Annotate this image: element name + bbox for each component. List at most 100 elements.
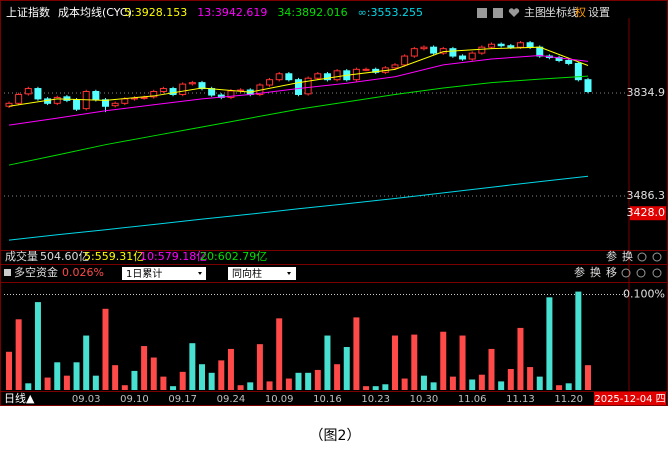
candle-body [497,43,505,47]
fund-bar [382,384,389,390]
panel-button[interactable]: 换 [590,265,601,279]
fund-bar [256,344,263,390]
fund-bar [449,376,456,390]
panel-button[interactable]: 参 [606,249,617,263]
period-label[interactable]: 日线▲ [4,391,35,405]
dropdown-arrow [287,272,291,275]
fund-bar [6,351,12,390]
fund-bar [546,297,553,390]
y-tick-label: 0.100% [623,287,665,300]
candle-body [430,46,438,54]
fund-bar [392,335,398,390]
x-tick-label: 09.10 [120,394,149,405]
icon-fav[interactable] [621,268,631,278]
candle-body [111,102,119,107]
dropdown-text[interactable]: 同向柱 [232,267,262,280]
fund-bar [141,346,148,390]
icon-close[interactable] [652,252,662,262]
candle-body [516,42,524,48]
icon-fav[interactable] [637,252,647,262]
volume-ma: 20:602.79亿 [200,250,267,263]
candle-body [372,68,380,73]
fund-bar [363,386,370,390]
dropdown-text[interactable]: 1日累计 [126,267,162,280]
fund-bar [92,375,99,390]
toolbar-button[interactable]: 设置 [588,6,610,19]
candle-body [507,45,515,48]
x-tick-label: 10.23 [361,394,390,405]
candle-body [526,42,534,48]
fund-bar [179,371,186,390]
fund-bar [150,357,157,390]
candle-body [574,62,582,81]
candle-body [391,64,399,69]
icon-minus[interactable] [493,8,503,18]
window-icons [477,8,520,18]
candle-body [314,73,322,79]
fund-bar [575,291,582,390]
fund-name: 多空资金 [14,265,58,279]
fund-bar [227,348,234,390]
fund-bar [44,377,51,390]
icon-plus[interactable] [477,8,487,18]
volume-name: 成交量 [5,249,38,263]
fund-bar [565,383,572,390]
fund-bar [498,381,505,390]
fund-bar [324,335,331,390]
dropdown[interactable] [228,267,296,280]
fund-bar [237,385,244,390]
fund-value: 0.026% [62,266,104,279]
dropdown-arrow [198,272,202,275]
icon-close[interactable] [636,268,646,278]
toolbar-button[interactable]: 坐标线 [545,5,578,19]
candle-body [140,96,148,99]
fund-bar [488,348,495,390]
fund-bar [83,335,90,390]
candle-body [449,48,457,57]
fund-bar [34,302,41,390]
ma-line [8,175,589,241]
toolbar-button[interactable]: 权 [575,6,586,19]
candle-body [92,91,100,101]
volume-ma: 5:559.31亿 [84,250,144,263]
fund-bar [527,367,534,390]
ma-line [8,75,589,166]
frame [0,0,668,406]
candle-body [73,99,81,110]
fund-bar [343,347,350,390]
x-tick-label: 11.13 [506,394,535,405]
icon-close[interactable] [652,268,662,278]
icon-heart[interactable] [508,8,520,17]
fund-bar [372,386,379,390]
icon [4,269,11,276]
volume-value: 504.60亿 [40,250,90,263]
fund-bar [63,375,70,390]
volume-ma: 10:579.18亿 [140,250,207,263]
candle-body [53,96,61,104]
candle-body [198,82,206,90]
indicator-name[interactable]: 成本均线(CYC) [58,5,132,19]
price-marker-box [630,206,666,221]
y-tick-label: 3486.3 [627,189,666,202]
fund-bar [54,362,61,390]
cursor-date: 2025-12-04 四 [594,394,665,405]
fund-bar [102,308,109,390]
candle-body [150,91,158,98]
fund-bar [459,335,466,390]
fund-bar [170,386,177,390]
panel-button[interactable]: 换 [622,249,633,263]
fund-bar [585,365,591,390]
fund-bar [440,331,447,390]
candle-body [208,88,216,96]
toolbar-button[interactable]: 主图 [524,6,546,19]
fund-bar [121,385,128,390]
candle-body [565,59,573,64]
fund-bar [353,317,360,390]
candle-body [24,88,32,95]
price-marker-label: 3428.0 [627,206,666,219]
panel-button[interactable]: 参 [574,265,585,279]
panel-button[interactable]: 移 [606,266,617,279]
dropdown[interactable] [122,267,206,280]
